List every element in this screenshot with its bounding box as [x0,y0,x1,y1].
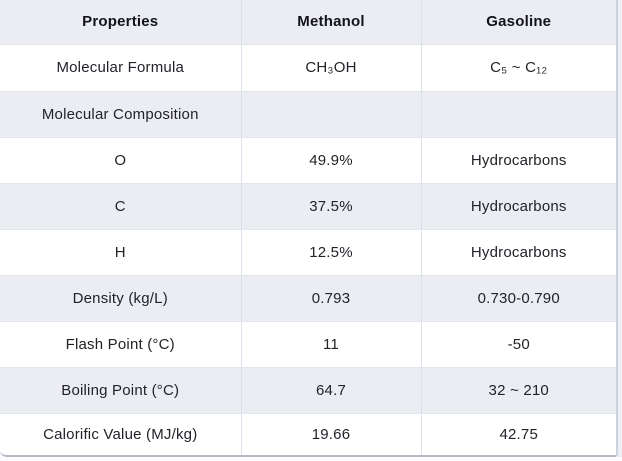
table-cell-gasoline-value: Hydrocarbons [420,136,616,184]
table-cell-property: O [0,136,242,184]
table-row-hydrogen: H 12.5% Hydrocarbons [0,228,616,276]
table-header-row: Properties Methanol Gasoline [0,0,616,45]
table-row-boiling-point: Boiling Point (°C) 64.7 32 ~ 210 [0,366,616,414]
table-row-oxygen: O 49.9% Hydrocarbons [0,136,616,184]
table-cell-property: Boiling Point (°C) [0,366,242,414]
table-cell-property: Density (kg/L) [0,274,242,322]
column-header-gasoline: Gasoline [420,0,616,45]
table-cell-methanol-value: 37.5% [240,182,422,230]
column-header-properties: Properties [0,0,242,45]
table-cell-methanol-value: CH₃OH [240,43,422,92]
table-cell-gasoline-value: -50 [420,320,616,368]
table-cell-methanol-value: 0.793 [240,274,422,322]
table-cell-property: Molecular Formula [0,43,242,92]
table-cell-gasoline-value: 42.75 [420,412,616,455]
table-row-molecular-formula: Molecular Formula CH₃OH C₅ ~ C₁₂ [0,43,616,92]
table-cell-gasoline-value: C₅ ~ C₁₂ [420,43,616,92]
table-cell-methanol-value [240,90,422,138]
table-row-calorific-value: Calorific Value (MJ/kg) 19.66 42.75 [0,412,616,455]
table-cell-gasoline-value: Hydrocarbons [420,228,616,276]
table-row-density: Density (kg/L) 0.793 0.730-0.790 [0,274,616,322]
page-edge-strip [618,0,622,457]
table-cell-property: H [0,228,242,276]
table-cell-property: C [0,182,242,230]
table-row-flash-point: Flash Point (°C) 11 -50 [0,320,616,368]
column-header-methanol: Methanol [240,0,422,45]
table-cell-gasoline-value: 0.730-0.790 [420,274,616,322]
table-row-molecular-composition: Molecular Composition [0,90,616,138]
table-row-carbon: C 37.5% Hydrocarbons [0,182,616,230]
table-cell-methanol-value: 19.66 [240,412,422,455]
table-cell-gasoline-value [420,90,616,138]
table-cell-property: Molecular Composition [0,90,242,138]
table-cell-methanol-value: 11 [240,320,422,368]
table-cell-property: Calorific Value (MJ/kg) [0,412,242,455]
properties-comparison-table: Properties Methanol Gasoline Molecular F… [0,0,616,455]
table-cell-methanol-value: 12.5% [240,228,422,276]
table-cell-property: Flash Point (°C) [0,320,242,368]
table-cell-methanol-value: 64.7 [240,366,422,414]
table-cell-gasoline-value: 32 ~ 210 [420,366,616,414]
table-cell-methanol-value: 49.9% [240,136,422,184]
table-cell-gasoline-value: Hydrocarbons [420,182,616,230]
